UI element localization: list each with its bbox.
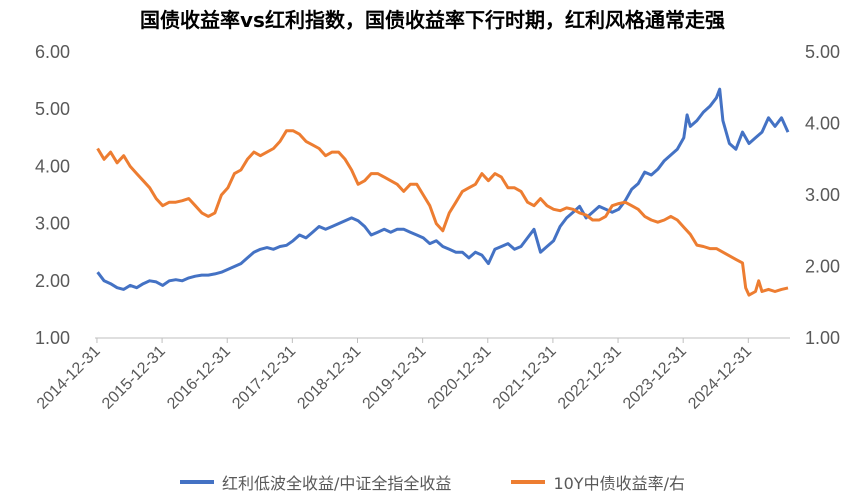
- series-line-0: [96, 87, 790, 291]
- legend-item-dividend: 红利低波全收益/中证全指全收益: [180, 470, 451, 494]
- x-tick-label: 2016-12-31: [164, 343, 234, 413]
- legend-label-bond-yield: 10Y中债收益率/右: [553, 474, 685, 493]
- left-tick-label: 6.00: [35, 42, 70, 62]
- left-tick-label: 3.00: [35, 214, 70, 234]
- left-tick-label: 1.00: [35, 328, 70, 348]
- line-chart: 1.00 2.00 3.00 4.00 5.00 6.00 1.00 2.00 3.00 4.0…: [34, 42, 840, 413]
- left-tick-label: 4.00: [35, 156, 70, 176]
- x-tick-label: 2021-12-31: [490, 343, 560, 413]
- x-tick-label: 2020-12-31: [425, 343, 495, 413]
- legend-swatch-dividend: [180, 480, 215, 484]
- x-tick-label: 2022-12-31: [555, 343, 625, 413]
- left-axis-ticks: 1.00 2.00 3.00 4.00 5.00 6.00: [35, 42, 70, 348]
- left-tick-label: 2.00: [35, 271, 70, 291]
- x-tick-label: 2019-12-31: [360, 343, 430, 413]
- x-tick-label: 2023-12-31: [620, 343, 690, 413]
- right-tick-label: 1.00: [805, 328, 840, 348]
- series-group: [96, 87, 790, 297]
- right-tick-label: 5.00: [805, 42, 840, 62]
- chart-title: 国债收益率vs红利指数，国债收益率下行时期，红利风格通常走强: [140, 8, 725, 32]
- legend: 红利低波全收益/中证全指全收益 10Y中债收益率/右: [0, 470, 865, 494]
- legend-item-bond-yield: 10Y中债收益率/右: [511, 470, 685, 494]
- x-axis-ticks: 2014-12-312015-12-312016-12-312017-12-31…: [34, 338, 755, 413]
- x-tick-label: 2024-12-31: [685, 343, 755, 413]
- right-tick-label: 2.00: [805, 257, 840, 277]
- x-tick-label: 2014-12-31: [34, 343, 104, 413]
- right-axis-ticks: 1.00 2.00 3.00 4.00 5.00: [805, 42, 840, 348]
- series-line-1: [96, 129, 789, 297]
- left-tick-label: 5.00: [35, 99, 70, 119]
- right-tick-label: 3.00: [805, 185, 840, 205]
- x-tick-label: 2018-12-31: [294, 343, 364, 413]
- legend-label-dividend: 红利低波全收益/中证全指全收益: [222, 474, 452, 493]
- legend-swatch-bond-yield: [511, 480, 546, 484]
- x-tick-label: 2017-12-31: [229, 343, 299, 413]
- right-tick-label: 4.00: [805, 114, 840, 134]
- x-tick-label: 2015-12-31: [99, 343, 169, 413]
